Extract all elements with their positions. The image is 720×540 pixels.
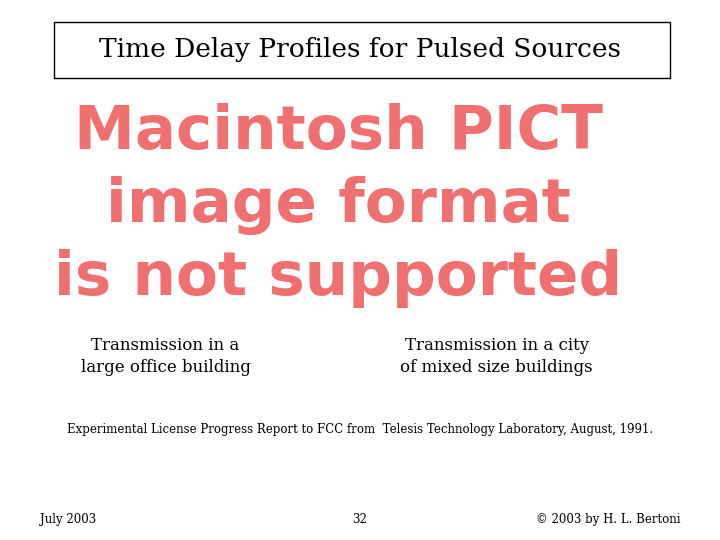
Text: 32: 32 — [353, 513, 367, 526]
FancyBboxPatch shape — [54, 22, 670, 78]
Text: Transmission in a city
of mixed size buildings: Transmission in a city of mixed size bui… — [400, 337, 593, 376]
Text: © 2003 by H. L. Bertoni: © 2003 by H. L. Bertoni — [536, 513, 680, 526]
Text: Experimental License Progress Report to FCC from  Telesis Technology Laboratory,: Experimental License Progress Report to … — [67, 423, 653, 436]
Text: Macintosh PICT: Macintosh PICT — [74, 103, 603, 162]
Text: July 2003: July 2003 — [40, 513, 96, 526]
Text: is not supported: is not supported — [54, 248, 623, 308]
Text: Transmission in a
large office building: Transmission in a large office building — [81, 337, 251, 376]
Text: Time Delay Profiles for Pulsed Sources: Time Delay Profiles for Pulsed Sources — [99, 37, 621, 63]
Text: image format: image format — [106, 176, 571, 235]
